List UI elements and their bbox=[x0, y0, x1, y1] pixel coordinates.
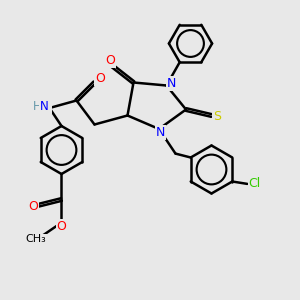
Text: S: S bbox=[213, 110, 221, 123]
Text: O: O bbox=[95, 72, 105, 86]
Text: N: N bbox=[167, 76, 177, 90]
Text: O: O bbox=[105, 54, 115, 68]
Text: H: H bbox=[32, 100, 41, 113]
Text: HN: HN bbox=[33, 100, 51, 113]
Text: O: O bbox=[28, 200, 38, 214]
Text: N: N bbox=[40, 100, 49, 113]
Text: CH₃: CH₃ bbox=[26, 234, 46, 244]
Text: O: O bbox=[57, 220, 66, 233]
Text: N: N bbox=[156, 126, 165, 139]
Text: Cl: Cl bbox=[249, 177, 261, 190]
